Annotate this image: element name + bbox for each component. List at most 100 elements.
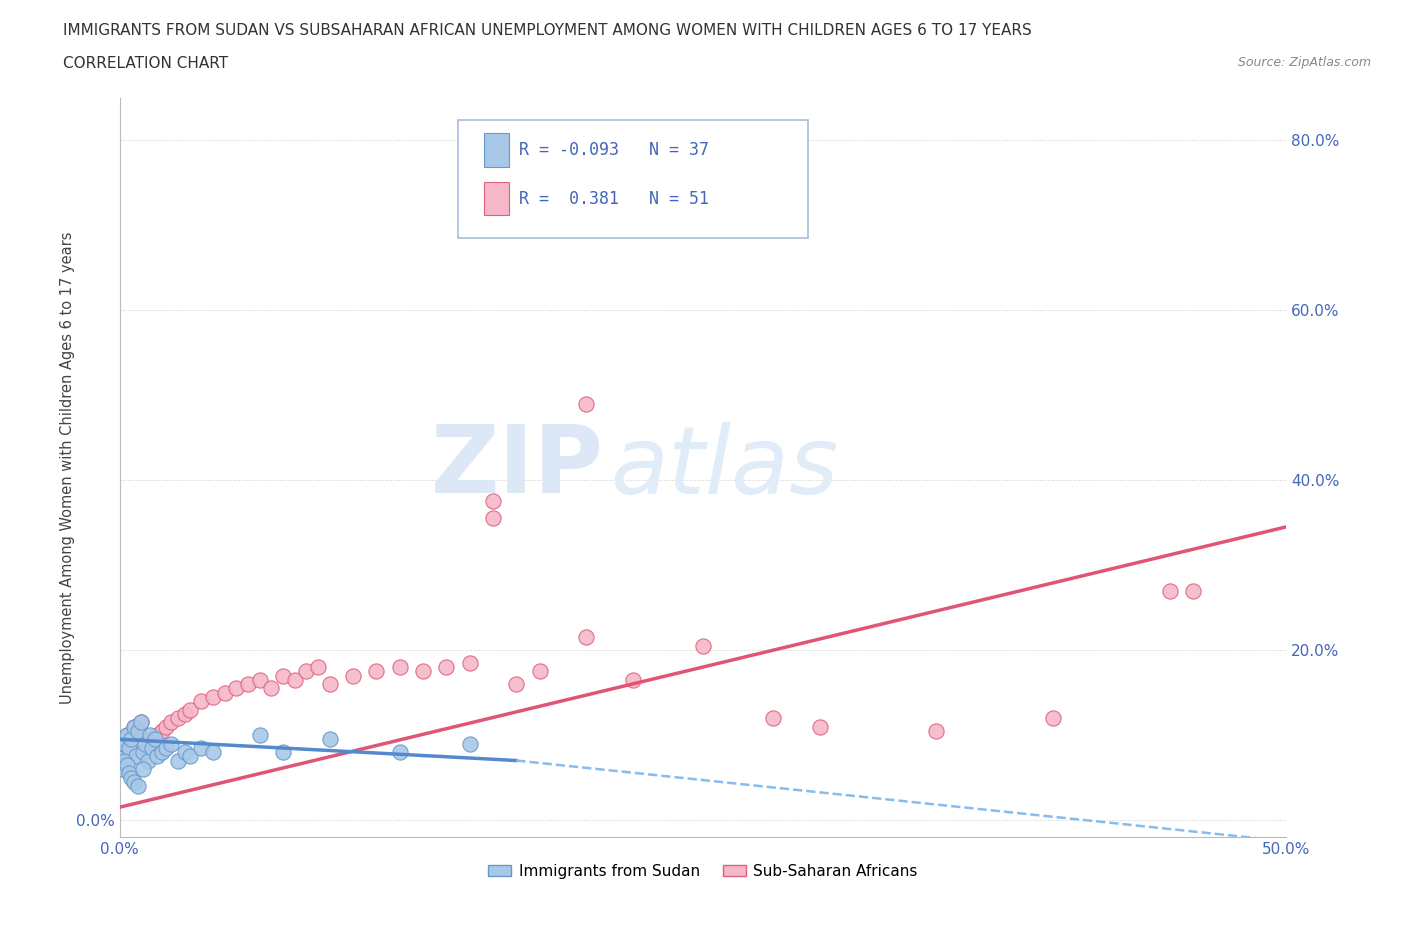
Point — [621, 672, 644, 687]
Point — [146, 727, 169, 742]
Point — [112, 736, 135, 751]
Point — [434, 659, 457, 674]
Point — [155, 740, 177, 755]
Point — [388, 659, 411, 674]
Text: R =  0.381   N = 51: R = 0.381 N = 51 — [519, 190, 709, 207]
Legend: Immigrants from Sudan, Sub-Saharan Africans: Immigrants from Sudan, Sub-Saharan Afric… — [482, 857, 924, 884]
Point — [271, 668, 294, 683]
Point — [458, 656, 481, 671]
Point — [1182, 583, 1205, 598]
Point — [115, 727, 138, 742]
Point — [318, 677, 340, 692]
Point — [120, 770, 142, 785]
Point — [190, 740, 212, 755]
Point — [134, 736, 156, 751]
Point — [458, 736, 481, 751]
Point — [127, 778, 149, 793]
Point — [575, 630, 598, 644]
Point — [120, 732, 142, 747]
Text: atlas: atlas — [610, 422, 838, 512]
Point — [318, 732, 340, 747]
Point — [179, 702, 201, 717]
Point — [136, 736, 159, 751]
Point — [173, 745, 195, 760]
Point — [122, 719, 145, 734]
Point — [122, 719, 145, 734]
Point — [201, 689, 224, 704]
Point — [482, 511, 505, 525]
Point — [155, 719, 177, 734]
Text: IMMIGRANTS FROM SUDAN VS SUBSAHARAN AFRICAN UNEMPLOYMENT AMONG WOMEN WITH CHILDR: IMMIGRANTS FROM SUDAN VS SUBSAHARAN AFRI… — [63, 23, 1032, 38]
Point — [412, 664, 434, 679]
Point — [925, 724, 948, 738]
Point — [575, 396, 598, 411]
Point — [160, 736, 183, 751]
Point — [808, 719, 831, 734]
Point — [141, 732, 163, 747]
Point — [129, 715, 152, 730]
Point — [236, 677, 259, 692]
Point — [112, 736, 135, 751]
Point — [482, 494, 505, 509]
Point — [118, 740, 141, 755]
Point — [388, 745, 411, 760]
Point — [762, 711, 785, 725]
Point — [125, 749, 148, 764]
Point — [173, 707, 195, 722]
Point — [201, 745, 224, 760]
Point — [132, 762, 155, 777]
Point — [307, 659, 329, 674]
Point — [139, 727, 162, 742]
Point — [143, 732, 166, 747]
Point — [112, 753, 135, 768]
Point — [127, 724, 149, 738]
Point — [529, 664, 551, 679]
Point — [1159, 583, 1181, 598]
Text: ZIP: ZIP — [430, 421, 603, 513]
Point — [111, 745, 134, 760]
Point — [118, 740, 141, 755]
Point — [190, 694, 212, 709]
Point — [1042, 711, 1064, 725]
Point — [150, 745, 173, 760]
Point — [120, 732, 142, 747]
Y-axis label: Unemployment Among Women with Children Ages 6 to 17 years: Unemployment Among Women with Children A… — [60, 231, 75, 704]
Point — [249, 672, 271, 687]
Point — [115, 727, 138, 742]
Point — [366, 664, 388, 679]
Point — [111, 745, 134, 760]
Point — [166, 711, 188, 725]
Point — [132, 745, 155, 760]
Point — [271, 745, 294, 760]
Point — [692, 638, 714, 653]
Point — [160, 715, 183, 730]
Point — [166, 753, 188, 768]
Bar — [484, 133, 509, 166]
Bar — [484, 182, 509, 215]
Point — [225, 681, 247, 696]
Point — [260, 681, 283, 696]
Text: R = -0.093   N = 37: R = -0.093 N = 37 — [519, 141, 709, 159]
Point — [505, 677, 527, 692]
Point — [111, 762, 134, 777]
Point — [115, 757, 138, 772]
Point — [118, 765, 141, 780]
Point — [132, 745, 155, 760]
Point — [150, 724, 173, 738]
Point — [125, 749, 148, 764]
Point — [179, 749, 201, 764]
Point — [122, 775, 145, 790]
Text: Source: ZipAtlas.com: Source: ZipAtlas.com — [1237, 56, 1371, 69]
Point — [284, 672, 307, 687]
FancyBboxPatch shape — [458, 120, 808, 238]
Point — [136, 753, 159, 768]
Point — [141, 740, 163, 755]
Point — [249, 727, 271, 742]
Point — [342, 668, 364, 683]
Text: CORRELATION CHART: CORRELATION CHART — [63, 56, 228, 71]
Point — [214, 685, 236, 700]
Point — [129, 715, 152, 730]
Point — [146, 749, 169, 764]
Point — [127, 724, 149, 738]
Point — [295, 664, 318, 679]
